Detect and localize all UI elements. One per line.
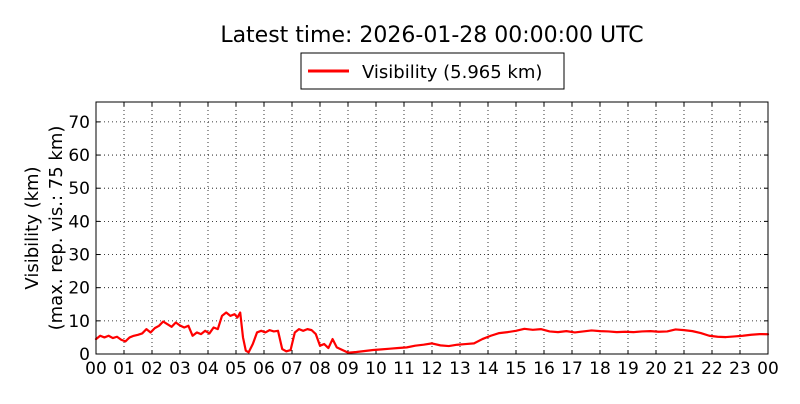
x-tick-label: 16 bbox=[533, 359, 555, 379]
x-tick-label: 05 bbox=[225, 359, 247, 379]
plot-frame bbox=[95, 101, 769, 355]
x-tick-label: 20 bbox=[645, 359, 667, 379]
y-tick-label: 20 bbox=[68, 279, 90, 299]
y-tick-label: 40 bbox=[68, 212, 90, 232]
x-tick-label: 02 bbox=[141, 359, 163, 379]
y-axis-label-line-1: Visibility (km) bbox=[22, 166, 43, 289]
x-tick-label: 13 bbox=[449, 359, 471, 379]
y-tick-label: 50 bbox=[68, 179, 90, 199]
x-tick-label: 07 bbox=[281, 359, 303, 379]
grid-lines bbox=[96, 102, 768, 354]
y-tick-label: 0 bbox=[79, 345, 90, 365]
x-tick-label: 15 bbox=[505, 359, 527, 379]
x-tick-label: 00 bbox=[757, 359, 779, 379]
x-tick-label: 22 bbox=[701, 359, 723, 379]
y-tick-label: 60 bbox=[68, 146, 90, 166]
legend-label: Visibility (5.965 km) bbox=[362, 62, 542, 83]
y-tick-label: 70 bbox=[68, 113, 90, 133]
legend: Visibility (5.965 km) bbox=[300, 52, 565, 90]
x-tick-label: 00 bbox=[85, 359, 107, 379]
series-layer bbox=[94, 311, 770, 354]
x-tick-label: 10 bbox=[365, 359, 387, 379]
series-line-visibility bbox=[94, 311, 770, 354]
plot-area bbox=[96, 102, 768, 354]
x-tick-label: 23 bbox=[729, 359, 751, 379]
x-tick-label: 18 bbox=[589, 359, 611, 379]
chart-title: Latest time: 2026-01-28 00:00:00 UTC bbox=[220, 23, 643, 48]
y-axis-label-line-2: (max. rep. vis.: 75 km) bbox=[46, 126, 67, 331]
x-tick-label: 17 bbox=[561, 359, 583, 379]
y-tick-label: 30 bbox=[68, 246, 90, 266]
x-tick-label: 06 bbox=[253, 359, 275, 379]
x-tick-label: 01 bbox=[113, 359, 135, 379]
x-tick-label: 12 bbox=[421, 359, 443, 379]
y-tick-label: 10 bbox=[68, 312, 90, 332]
x-tick-label: 19 bbox=[617, 359, 639, 379]
axes: 00 01 02 03 04 05 06 07 08 09 10 11 12 13 14 15 16 17 18 19… bbox=[68, 102, 779, 379]
x-tick-label: 09 bbox=[337, 359, 359, 379]
plot-frame-layer bbox=[95, 101, 769, 355]
x-tick-label: 04 bbox=[197, 359, 219, 379]
x-tick-label: 21 bbox=[673, 359, 695, 379]
x-tick-label: 11 bbox=[393, 359, 415, 379]
x-tick-label: 14 bbox=[477, 359, 499, 379]
x-tick-label: 03 bbox=[169, 359, 191, 379]
x-tick-label: 08 bbox=[309, 359, 331, 379]
y-axis-label: Visibility (km) (max. rep. vis.: 75 km) bbox=[22, 126, 67, 331]
